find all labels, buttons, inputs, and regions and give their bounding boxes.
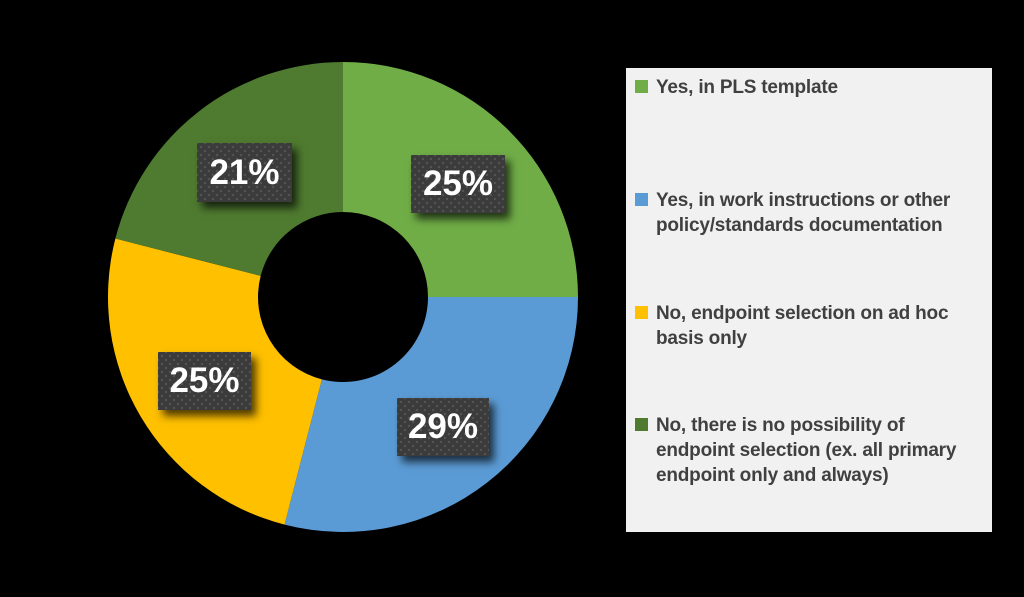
legend-swatch-yellow bbox=[635, 305, 648, 319]
legend-item-work-instructions: Yes, in work instructions or other polic… bbox=[635, 188, 984, 301]
legend: Yes, in PLS template Yes, in work instru… bbox=[626, 68, 992, 532]
legend-swatch-darkgreen bbox=[635, 418, 648, 432]
legend-item-pls-template: Yes, in PLS template bbox=[635, 75, 984, 188]
data-label-blue-29: 29% bbox=[397, 398, 489, 456]
data-label-yellow-25: 25% bbox=[158, 352, 251, 410]
data-label-darkgreen-21: 21% bbox=[197, 143, 292, 202]
legend-item-no-possibility: No, there is no possibility of endpoint … bbox=[635, 413, 984, 526]
legend-label-ad-hoc: No, endpoint selection on ad hoc basis o… bbox=[656, 302, 949, 349]
legend-label-pls-template: Yes, in PLS template bbox=[656, 77, 838, 98]
legend-swatch-blue bbox=[635, 192, 648, 206]
legend-item-ad-hoc: No, endpoint selection on ad hoc basis o… bbox=[635, 301, 984, 414]
legend-swatch-green bbox=[635, 80, 648, 93]
data-label-green-25: 25% bbox=[411, 155, 505, 213]
legend-label-work-instructions: Yes, in work instructions or other polic… bbox=[656, 189, 951, 236]
legend-label-no-possibility: No, there is no possibility of endpoint … bbox=[656, 415, 957, 487]
